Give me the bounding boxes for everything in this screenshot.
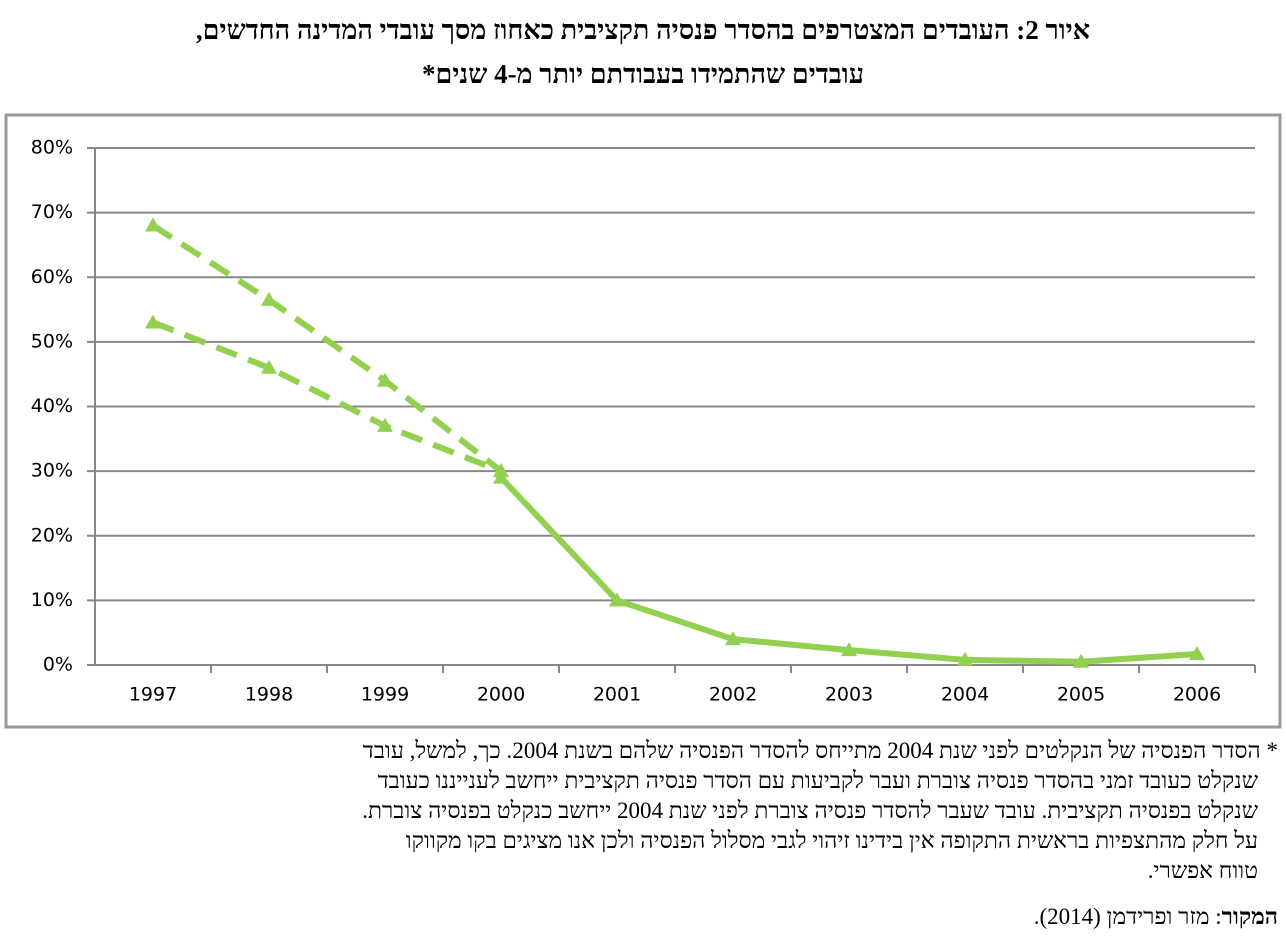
marker [145,314,161,329]
y-tick-label: 0% [43,654,73,676]
source-text: : מזר ופרידמן (2014). [1033,904,1222,929]
footnote-line: שנקלט בפנסיה תקציבית. עובד שעבר להסדר פנ… [362,798,1258,823]
series-line [151,319,503,474]
x-tick-label: 2004 [941,684,989,706]
x-tick-label: 2005 [1057,684,1105,706]
marker [377,417,393,432]
x-tick-label: 1998 [245,684,293,706]
chart: 0% 10% 20% 30% 40% 50% 60% 70% 80% 1997 1998 1999 20… [4,113,1282,729]
footnote: * הסדר הפנסיה של הנקלטים לפני שנת 2004 מ… [8,736,1278,886]
y-tick-label: 70% [31,201,73,223]
marker [493,469,509,484]
series-line [151,223,503,474]
series-line [498,475,1198,665]
x-tick-label: 2000 [477,684,525,706]
marker [145,217,161,232]
y-tick-label: 80% [31,137,73,159]
title-line: איור 2: העובדים המצטרפים בהסדר פנסיה תקצ… [195,15,1091,45]
x-tick-label: 1999 [361,684,409,706]
x-tick-label: 2001 [593,684,641,706]
marker [957,651,973,666]
x-tick-label: 2006 [1173,684,1221,706]
x-tick-label: 1997 [129,684,177,706]
source: המקור: מזר ופרידמן (2014). [1034,904,1278,930]
y-tick-label: 40% [31,395,73,417]
marker [725,631,741,646]
footnote-line: * הסדר הפנסיה של הנקלטים לפני שנת 2004 מ… [362,738,1278,763]
title: איור 2: העובדים המצטרפים בהסדר פנסיה תקצ… [0,8,1286,96]
y-tick-label: 20% [31,524,73,546]
y-tick-label: 60% [31,266,73,288]
y-tick-label: 10% [31,589,73,611]
title-line: עובדים שהתמידו בעבודתם יותר מ-4 שנים* [421,59,864,89]
marker [377,372,393,387]
chart-frame [4,113,1282,729]
y-tick-label: 30% [31,460,73,482]
marker [609,592,625,607]
footnote-line: טווח אפשרי. [1147,858,1258,883]
x-tick-label: 2002 [709,684,757,706]
marker [261,291,277,306]
marker [1189,646,1205,661]
marker [841,642,857,657]
source-label: המקור [1221,904,1278,929]
y-tick-label: 50% [31,330,73,352]
footnote-line: על חלק מהתצפיות בראשית התקופה אין בידינו… [405,828,1258,853]
marker [261,359,277,374]
marker [1073,653,1089,668]
x-tick-label: 2003 [825,684,873,706]
footnote-line: שנקלט כעובד זמני בהסדר פנסיה צוברת ועבר … [377,768,1258,793]
